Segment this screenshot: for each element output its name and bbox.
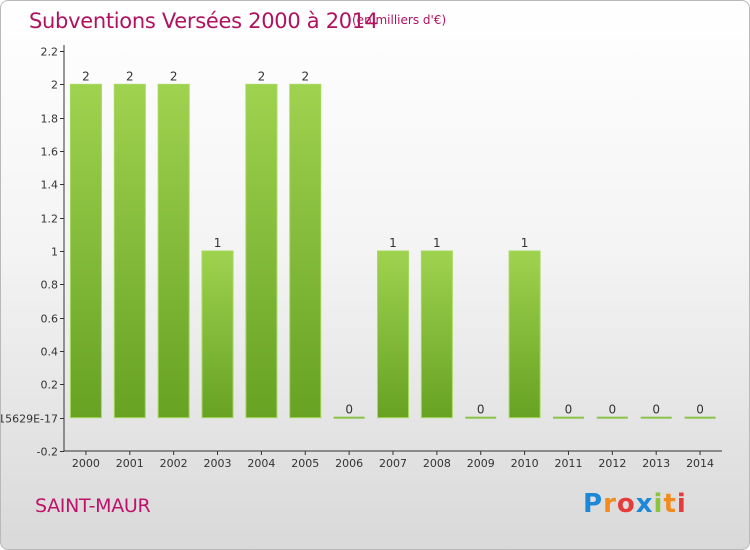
bar xyxy=(69,83,102,419)
data-label: 2 xyxy=(258,69,266,83)
chart-subtitle: (en milliers d'€) xyxy=(352,13,447,27)
logo-letter: i xyxy=(653,489,664,519)
x-tick-label: 2013 xyxy=(642,457,670,470)
x-tick-label: 2000 xyxy=(72,457,100,470)
x-tick-label: 2005 xyxy=(291,457,319,470)
data-label: 0 xyxy=(565,403,573,417)
logo-letter: P xyxy=(583,489,604,519)
y-tick-label: -1.5265566615629E-17 xyxy=(1,413,58,426)
bar xyxy=(245,83,278,419)
y-tick-label: 2 xyxy=(51,79,58,92)
y-tick-label: 1.6 xyxy=(41,146,59,159)
bar xyxy=(508,250,541,419)
x-tick-label: 2014 xyxy=(686,457,714,470)
y-tick-label: 1.8 xyxy=(41,113,59,126)
x-tick-label: 2010 xyxy=(511,457,539,470)
y-tick-label: 1.2 xyxy=(41,213,59,226)
bar xyxy=(113,83,146,419)
data-label: 0 xyxy=(477,403,485,417)
y-tick-label: 0.2 xyxy=(41,379,59,392)
bar xyxy=(465,416,497,419)
logo-letter: i xyxy=(676,489,687,519)
data-label: 1 xyxy=(521,236,529,250)
x-tick-label: 2009 xyxy=(467,457,495,470)
data-label: 0 xyxy=(609,403,617,417)
bar xyxy=(596,416,628,419)
x-tick-label: 2002 xyxy=(160,457,188,470)
y-tick-label: 0.8 xyxy=(41,279,59,292)
bar xyxy=(552,416,584,419)
data-label: 2 xyxy=(126,69,134,83)
bar xyxy=(333,416,365,419)
data-label: 1 xyxy=(433,236,441,250)
y-tick-label: -0.2 xyxy=(37,446,58,459)
x-tick-label: 2003 xyxy=(204,457,232,470)
y-tick-label: 0.4 xyxy=(41,346,59,359)
bar xyxy=(377,250,409,419)
x-tick-label: 2007 xyxy=(379,457,407,470)
x-tick-label: 2008 xyxy=(423,457,451,470)
x-tick-label: 2004 xyxy=(247,457,275,470)
logo-letter: r xyxy=(603,489,617,519)
logo-letter: x xyxy=(635,489,654,519)
logo-letter: t xyxy=(663,489,677,519)
x-tick-label: 2012 xyxy=(598,457,626,470)
proxiti-logo: Proxiti xyxy=(583,489,687,519)
y-tick-label: 1.4 xyxy=(41,179,59,192)
data-label: 1 xyxy=(389,236,397,250)
bar xyxy=(289,83,322,419)
y-tick-label: 0.6 xyxy=(41,313,59,326)
bar xyxy=(201,250,234,419)
y-tick-label: 2.2 xyxy=(41,46,59,59)
data-label: 2 xyxy=(170,69,178,83)
commune-name: SAINT-MAUR xyxy=(35,495,151,517)
chart-title: Subventions Versées 2000 à 2014 xyxy=(29,9,378,33)
data-label: 0 xyxy=(652,403,660,417)
bar xyxy=(684,416,716,419)
data-label: 2 xyxy=(301,69,309,83)
data-label: 0 xyxy=(696,403,704,417)
data-label: 0 xyxy=(345,403,353,417)
bar xyxy=(157,83,190,419)
x-tick-label: 2006 xyxy=(335,457,363,470)
data-label: 1 xyxy=(214,236,222,250)
bar xyxy=(420,250,453,419)
data-label: 2 xyxy=(82,69,90,83)
y-tick-label: 1 xyxy=(51,246,58,259)
x-tick-label: 2011 xyxy=(554,457,582,470)
bar xyxy=(640,416,672,419)
x-tick-label: 2001 xyxy=(116,457,144,470)
logo-letter: o xyxy=(616,489,636,519)
